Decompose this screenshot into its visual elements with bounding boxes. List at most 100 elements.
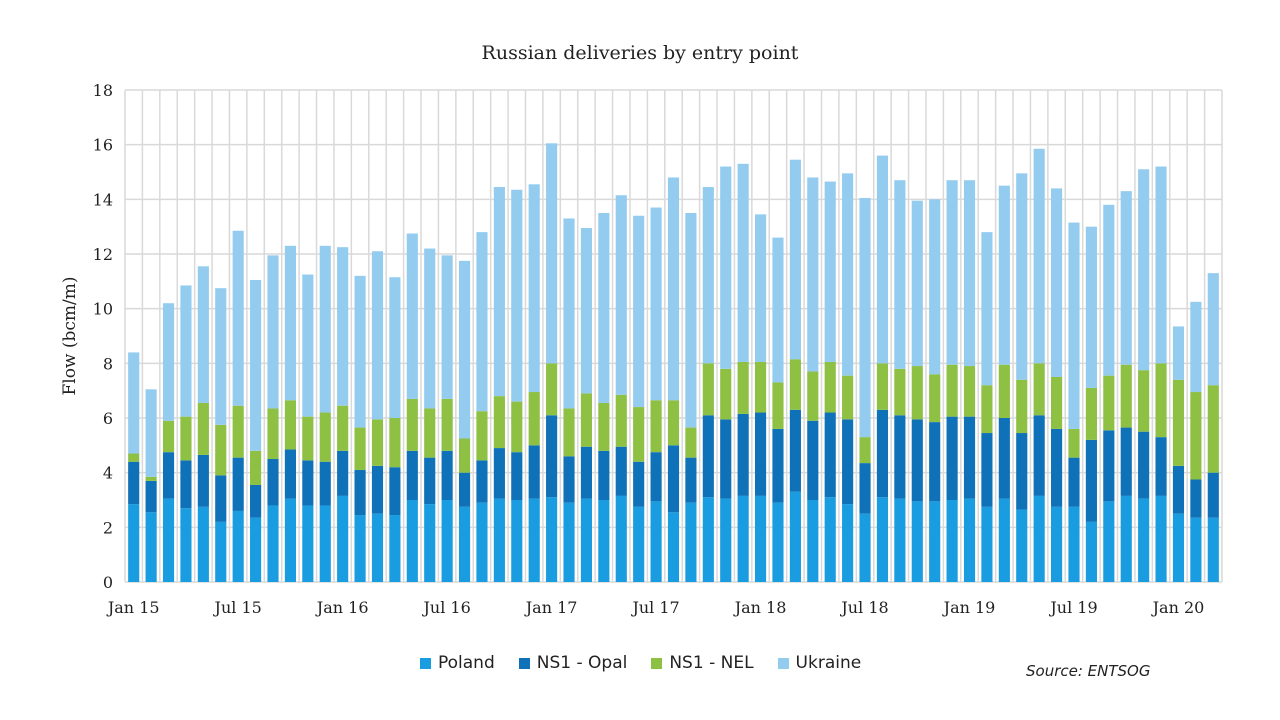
bar-segment-poland xyxy=(441,500,453,582)
bar-segment-ukraine xyxy=(250,279,262,451)
bar-segment-ns1-nel xyxy=(981,385,993,434)
bar-segment-poland xyxy=(1103,501,1115,582)
bar-segment-ukraine xyxy=(1207,273,1219,386)
y-tick-label: 12 xyxy=(93,245,113,264)
bar-segment-ns1-nel xyxy=(337,405,349,451)
bar-segment-poland xyxy=(598,500,610,582)
bar-segment-ukraine xyxy=(284,245,296,401)
bar-segment-ns1-nel xyxy=(476,411,488,461)
y-axis-label: Flow (bcm/m) xyxy=(60,276,80,395)
bar-segment-ukraine xyxy=(580,228,593,394)
bar-segment-ns1-nel xyxy=(1155,363,1167,438)
bar-segment-ns1-nel xyxy=(615,394,627,447)
bar-segment-poland xyxy=(929,501,941,582)
x-tick-label: Jan 17 xyxy=(524,598,578,617)
bar-segment-ukraine xyxy=(476,232,488,412)
x-tick-label: Jan 19 xyxy=(942,598,996,617)
bar-segment-ns1-nel xyxy=(772,382,784,429)
legend-item-ukraine: Ukraine xyxy=(777,653,861,673)
bar-segment-ns1-nel xyxy=(563,408,575,457)
bar-segment-ns1-nel xyxy=(737,361,749,414)
bar-segment-ns1-opal xyxy=(162,452,175,499)
bar-segment-ns1-opal xyxy=(389,467,401,516)
bar-segment-ukraine xyxy=(511,189,523,402)
bar-segment-poland xyxy=(1033,495,1045,582)
bar-segment-ns1-opal xyxy=(528,445,540,499)
bar-segment-ns1-opal xyxy=(1033,415,1045,496)
bar-segment-ukraine xyxy=(371,251,384,420)
bar-segment-ns1-nel xyxy=(1172,379,1185,466)
bar-segment-ns1-opal xyxy=(720,419,732,499)
y-tick-label: 4 xyxy=(103,464,113,483)
bar-segment-ukraine xyxy=(424,248,436,409)
y-tick-label: 8 xyxy=(103,354,113,373)
bar-segment-ukraine xyxy=(894,180,906,369)
y-tick-label: 16 xyxy=(93,136,113,155)
bar-segment-ns1-opal xyxy=(754,412,767,496)
bar-segment-ns1-opal xyxy=(284,449,296,499)
chart-title: Russian deliveries by entry point xyxy=(481,42,799,64)
bar-segment-ns1-opal xyxy=(563,456,575,503)
bar-segment-ukraine xyxy=(546,143,558,364)
legend: Poland NS1 - Opal NS1 - NEL Ukraine xyxy=(420,653,861,673)
bar-segment-poland xyxy=(580,498,593,582)
bar-segment-poland xyxy=(511,500,523,582)
bar-segment-ukraine xyxy=(1120,191,1132,365)
bar-segment-poland xyxy=(772,502,784,582)
bar-segment-poland xyxy=(371,513,384,582)
bar-segment-poland xyxy=(911,501,923,582)
bar-segment-ukraine xyxy=(1085,226,1097,388)
bar-segment-poland xyxy=(476,502,488,582)
bar-segment-ns1-opal xyxy=(702,415,714,498)
bar-segment-ukraine xyxy=(337,247,349,406)
bar-segment-ns1-nel xyxy=(1190,392,1202,480)
bar-segment-ns1-opal xyxy=(267,459,279,506)
bar-segment-poland xyxy=(563,502,575,582)
y-tick-label: 0 xyxy=(103,573,113,592)
x-tick-label: Jul 19 xyxy=(1048,598,1097,617)
bar-segment-poland xyxy=(1172,513,1185,582)
bar-segment-ns1-nel xyxy=(859,437,871,464)
bar-segment-ukraine xyxy=(824,181,836,362)
bar-segment-ns1-nel xyxy=(633,407,645,462)
bar-segment-ukraine xyxy=(1172,326,1185,380)
bar-segment-ns1-nel xyxy=(319,412,331,462)
bar-segment-ns1-opal xyxy=(1068,457,1080,507)
y-axis-ticks: 0 2 4 6 8 10 12 14 16 18 xyxy=(93,81,113,592)
y-tick-label: 14 xyxy=(93,190,113,209)
bar-segment-ns1-opal xyxy=(546,415,558,498)
bar-segment-ns1-nel xyxy=(162,420,175,453)
bar-segment-ukraine xyxy=(842,173,854,376)
bar-segment-ns1-opal xyxy=(493,448,505,499)
bar-segment-ns1-nel xyxy=(371,419,384,466)
bar-segment-ukraine xyxy=(720,166,732,369)
bar-segment-ns1-opal xyxy=(441,450,453,500)
bar-segment-ns1-nel xyxy=(1068,428,1080,458)
bar-segment-poland xyxy=(546,497,558,582)
bar-segment-ukraine xyxy=(354,275,366,428)
bar-segment-poland xyxy=(215,521,227,582)
bar-segment-ukraine xyxy=(389,277,401,418)
bar-segment-poland xyxy=(1016,509,1028,582)
bar-segment-ns1-opal xyxy=(476,460,488,503)
bar-segment-ukraine xyxy=(215,288,227,425)
bar-segment-ns1-opal xyxy=(946,416,958,500)
bar-segment-ukraine xyxy=(685,213,697,428)
bar-segment-poland xyxy=(1120,495,1132,582)
bar-segment-ukraine xyxy=(1155,166,1167,364)
bar-segment-ukraine xyxy=(145,389,157,477)
bar-segment-ns1-opal xyxy=(772,428,784,503)
legend-swatch xyxy=(518,657,530,669)
bar-segment-ns1-opal xyxy=(1190,479,1202,518)
bar-segment-poland xyxy=(720,498,732,582)
bar-segment-ukraine xyxy=(598,213,610,403)
bar-segment-ns1-nel xyxy=(963,366,976,417)
bar-segment-poland xyxy=(842,504,854,582)
bar-segment-ns1-opal xyxy=(128,461,140,505)
bar-segment-ns1-opal xyxy=(789,409,801,492)
bar-segment-ns1-nel xyxy=(598,402,610,451)
bar-segment-poland xyxy=(1155,495,1167,582)
bar-segment-ukraine xyxy=(563,218,575,409)
bar-segment-ukraine xyxy=(1051,188,1063,377)
